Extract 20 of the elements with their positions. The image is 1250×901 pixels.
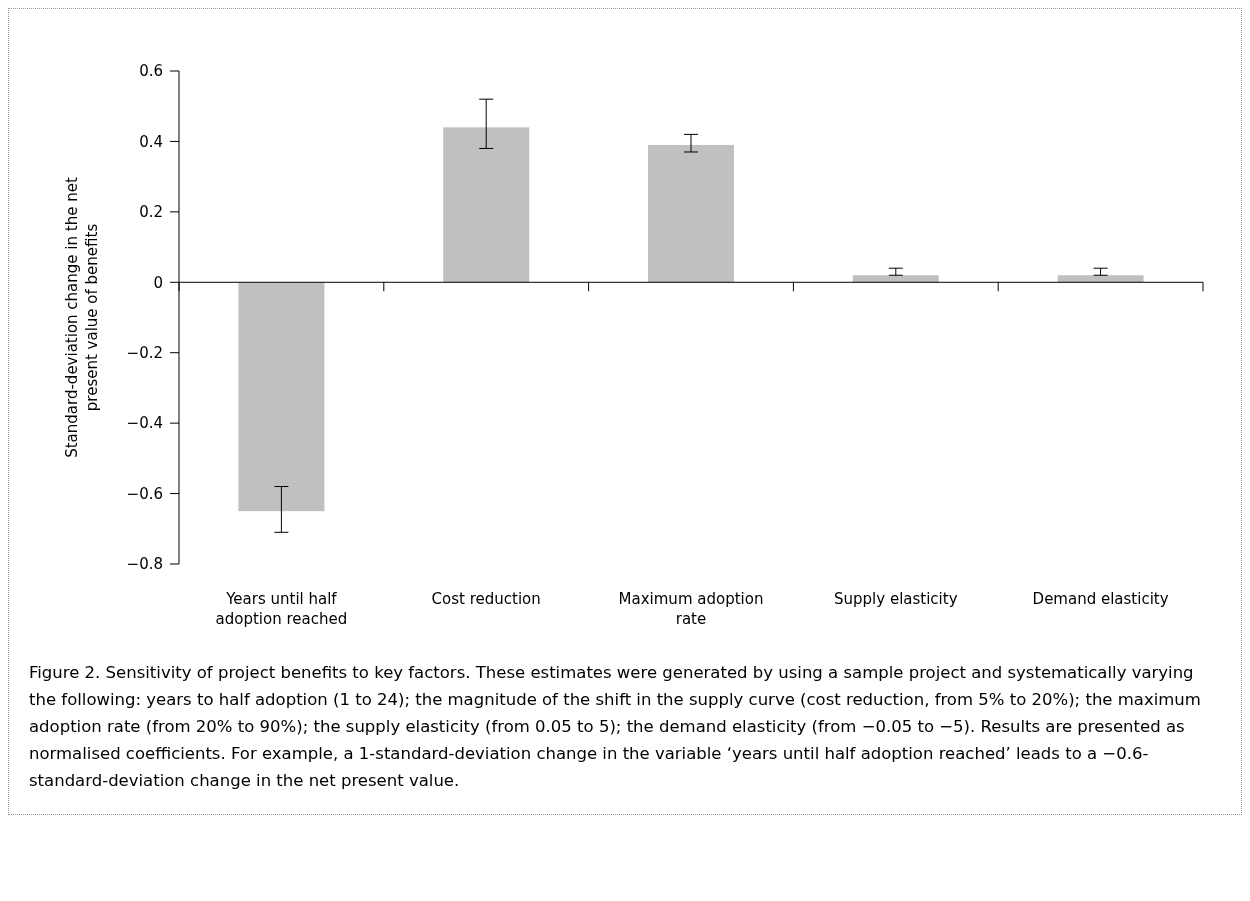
y-tick-label: 0.4 bbox=[139, 132, 163, 151]
y-tick-label: 0 bbox=[153, 273, 163, 292]
x-tick-label: Cost reduction bbox=[431, 590, 541, 608]
bar bbox=[852, 275, 939, 283]
bar bbox=[1057, 275, 1144, 283]
y-tick-label: 0.2 bbox=[139, 203, 163, 222]
y-tick-label: 0.6 bbox=[139, 62, 163, 81]
bar bbox=[443, 127, 530, 283]
x-tick-label: Maximum adoption rate bbox=[618, 590, 764, 628]
y-tick-label: −0.4 bbox=[126, 414, 163, 433]
bar bbox=[238, 282, 325, 512]
caption: Figure 2. Sensitivity of project benefits to key factors. These estimates were generated by using a sample project and systematically varying the following: years to half adoption (1 to 24); the magnitude of the shift in the supply curve (cost reduction, from 5% to 20%); the maximum adoption rate (from 20% to 90%); the supply elasticity (from 0.05 to 5); the demand elasticity (from −0.05 to −5). Results are presented as normalised coefficients. For example, a 1-standard-deviation change in the variable ‘years until half adoption reached’ leads to a −0.6-standard-deviation change in the net present value. bbox=[29, 662, 1202, 792]
y-tick-label: −0.6 bbox=[126, 484, 163, 503]
bar bbox=[647, 144, 735, 283]
y-tick-label: −0.8 bbox=[126, 555, 163, 574]
x-tick-label: Supply elasticity bbox=[834, 590, 958, 608]
y-axis-title: Standard-deviation change in the net present value of benefits bbox=[63, 177, 101, 458]
x-tick-label: Years until half adoption reached bbox=[215, 590, 348, 628]
x-tick-label: Demand elasticity bbox=[1032, 590, 1169, 608]
y-tick-label: −0.2 bbox=[126, 343, 163, 362]
